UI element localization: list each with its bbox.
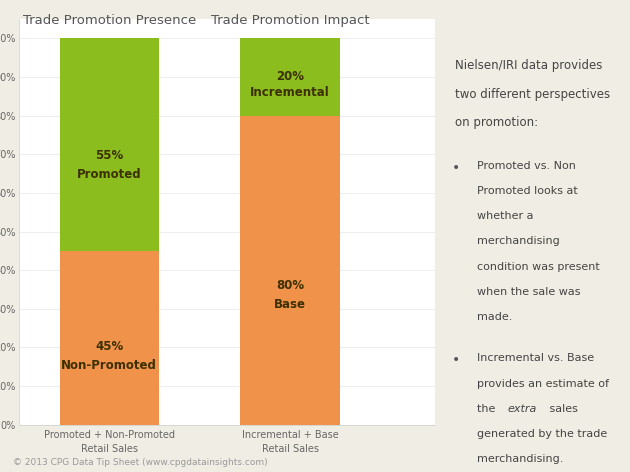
Text: made.: made.	[478, 312, 513, 322]
Text: 20%: 20%	[276, 70, 304, 84]
Text: provides an estimate of: provides an estimate of	[478, 379, 609, 388]
Text: Promoted: Promoted	[77, 168, 142, 181]
Text: merchandising.: merchandising.	[478, 454, 564, 464]
Text: 55%: 55%	[95, 149, 123, 161]
Text: •: •	[452, 354, 460, 367]
Text: condition was present: condition was present	[478, 261, 600, 271]
Text: Non-Promoted: Non-Promoted	[61, 359, 158, 372]
Text: whether a: whether a	[478, 211, 534, 221]
Text: Trade Promotion Presence: Trade Promotion Presence	[23, 14, 196, 26]
Bar	[241, 116, 340, 425]
Bar	[60, 38, 159, 251]
Text: extra: extra	[508, 404, 537, 413]
Text: © 2013 CPG Data Tip Sheet (www.cpgdatainsights.com): © 2013 CPG Data Tip Sheet (www.cpgdatain…	[13, 458, 267, 467]
Text: merchandising: merchandising	[478, 236, 560, 246]
Text: Incremental: Incremental	[250, 86, 330, 99]
Text: 45%: 45%	[95, 340, 123, 353]
Text: Trade Promotion Impact: Trade Promotion Impact	[211, 14, 369, 26]
Bar	[241, 38, 340, 116]
Text: Base: Base	[274, 298, 306, 312]
Text: sales: sales	[546, 404, 578, 413]
Text: on promotion:: on promotion:	[455, 116, 539, 129]
Text: Promoted looks at: Promoted looks at	[478, 186, 578, 196]
Bar	[60, 251, 159, 425]
Text: •: •	[452, 161, 460, 175]
Text: generated by the trade: generated by the trade	[478, 429, 607, 439]
Text: Incremental vs. Base: Incremental vs. Base	[478, 354, 595, 363]
Text: the: the	[478, 404, 499, 413]
Text: 80%: 80%	[276, 279, 304, 292]
Text: Promoted vs. Non: Promoted vs. Non	[478, 161, 576, 171]
Text: when the sale was: when the sale was	[478, 287, 581, 297]
Text: Nielsen/IRI data provides: Nielsen/IRI data provides	[455, 59, 603, 73]
Text: two different perspectives: two different perspectives	[455, 88, 610, 101]
